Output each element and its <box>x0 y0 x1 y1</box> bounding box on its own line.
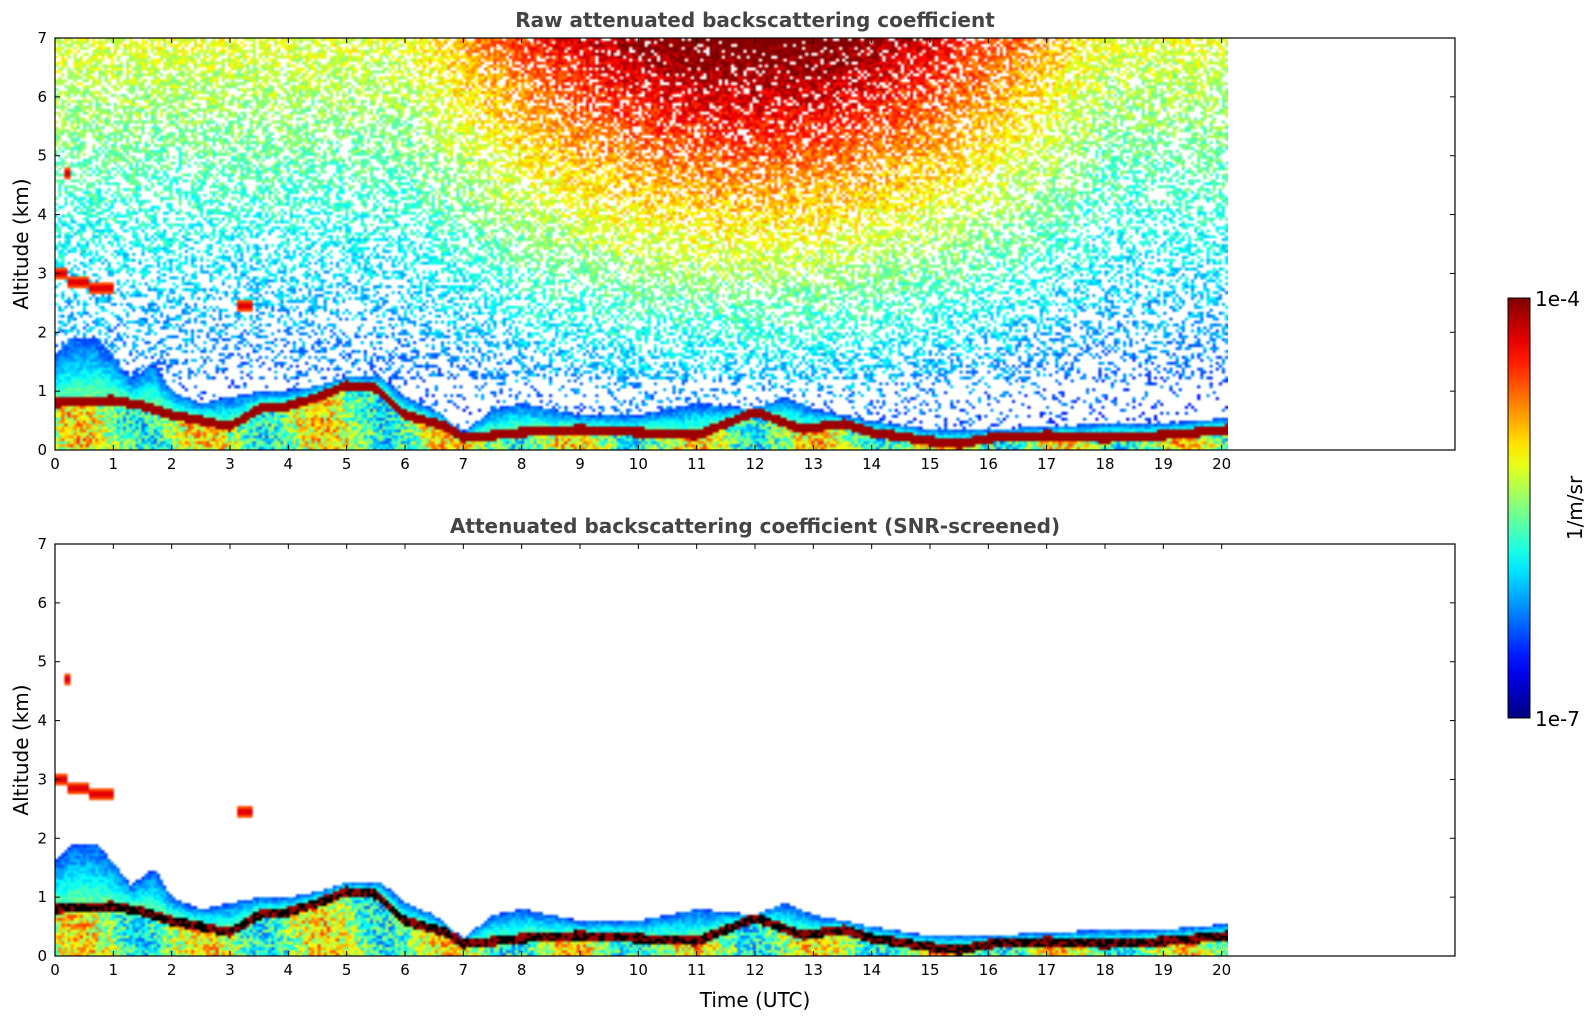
x-tick-label: 1 <box>109 961 119 979</box>
x-tick-label: 14 <box>862 961 881 979</box>
x-tick-label: 16 <box>979 455 998 473</box>
snr-screened-panel: Attenuated backscattering coefficient (S… <box>9 514 1456 1012</box>
colorbar-gradient <box>1507 297 1531 719</box>
y-tick-label: 3 <box>37 264 47 282</box>
x-tick-label: 6 <box>400 961 410 979</box>
colorbar-unit-label: 1/m/sr <box>1563 475 1587 540</box>
colorbar-min-label: 1e-7 <box>1535 707 1580 731</box>
y-tick-label: 5 <box>37 147 47 165</box>
x-tick-label: 2 <box>167 455 177 473</box>
x-tick-label: 15 <box>920 961 939 979</box>
x-tick-label: 5 <box>342 455 352 473</box>
x-tick-label: 8 <box>517 961 527 979</box>
x-tick-label: 9 <box>575 455 585 473</box>
y-tick-label: 3 <box>37 770 47 788</box>
x-tick-label: 19 <box>1154 455 1173 473</box>
x-tick-label: 18 <box>1095 455 1114 473</box>
panel-title: Attenuated backscattering coefficient (S… <box>450 514 1060 538</box>
x-tick-label: 10 <box>629 961 648 979</box>
x-tick-label: 15 <box>920 455 939 473</box>
y-tick-label: 0 <box>37 947 47 965</box>
x-tick-label: 13 <box>804 961 823 979</box>
x-axis-label: Time (UTC) <box>699 988 811 1012</box>
backscatter-heatmap <box>55 38 1228 450</box>
x-tick-label: 19 <box>1154 961 1173 979</box>
x-tick-label: 12 <box>745 455 764 473</box>
y-tick-label: 6 <box>37 594 47 612</box>
y-tick-label: 0 <box>37 441 47 459</box>
y-axis-label: Altitude (km) <box>9 684 33 815</box>
x-tick-label: 18 <box>1095 961 1114 979</box>
x-tick-label: 7 <box>459 455 469 473</box>
colorbar-max-label: 1e-4 <box>1535 287 1580 311</box>
x-tick-label: 17 <box>1037 455 1056 473</box>
y-tick-label: 6 <box>37 88 47 106</box>
x-tick-label: 11 <box>687 961 706 979</box>
x-tick-label: 8 <box>517 455 527 473</box>
x-tick-label: 4 <box>284 961 294 979</box>
x-tick-label: 3 <box>225 961 235 979</box>
y-tick-label: 1 <box>37 382 47 400</box>
y-tick-label: 4 <box>37 712 47 730</box>
y-axis-label: Altitude (km) <box>9 178 33 309</box>
x-tick-label: 3 <box>225 455 235 473</box>
x-tick-label: 7 <box>459 961 469 979</box>
x-tick-label: 5 <box>342 961 352 979</box>
y-tick-label: 5 <box>37 653 47 671</box>
x-tick-label: 12 <box>745 961 764 979</box>
x-tick-label: 14 <box>862 455 881 473</box>
x-tick-label: 2 <box>167 961 177 979</box>
x-tick-label: 11 <box>687 455 706 473</box>
y-tick-label: 2 <box>37 323 47 341</box>
x-tick-label: 9 <box>575 961 585 979</box>
x-tick-label: 0 <box>50 455 60 473</box>
x-tick-label: 6 <box>400 455 410 473</box>
y-tick-label: 4 <box>37 206 47 224</box>
x-tick-label: 16 <box>979 961 998 979</box>
x-tick-label: 20 <box>1212 961 1231 979</box>
colorbar: 1e-4 1e-7 1/m/sr <box>1507 287 1587 731</box>
x-tick-label: 4 <box>284 455 294 473</box>
x-tick-label: 0 <box>50 961 60 979</box>
y-tick-label: 2 <box>37 829 47 847</box>
x-tick-label: 20 <box>1212 455 1231 473</box>
y-tick-label: 7 <box>37 535 47 553</box>
x-tick-label: 13 <box>804 455 823 473</box>
backscatter-heatmap <box>55 544 1228 956</box>
y-tick-label: 1 <box>37 888 47 906</box>
y-tick-label: 7 <box>37 29 47 47</box>
x-tick-label: 10 <box>629 455 648 473</box>
x-tick-label: 17 <box>1037 961 1056 979</box>
x-tick-label: 1 <box>109 455 119 473</box>
raw-backscatter-panel: Raw attenuated backscattering coefficien… <box>9 8 1456 473</box>
panel-title: Raw attenuated backscattering coefficien… <box>515 8 995 32</box>
